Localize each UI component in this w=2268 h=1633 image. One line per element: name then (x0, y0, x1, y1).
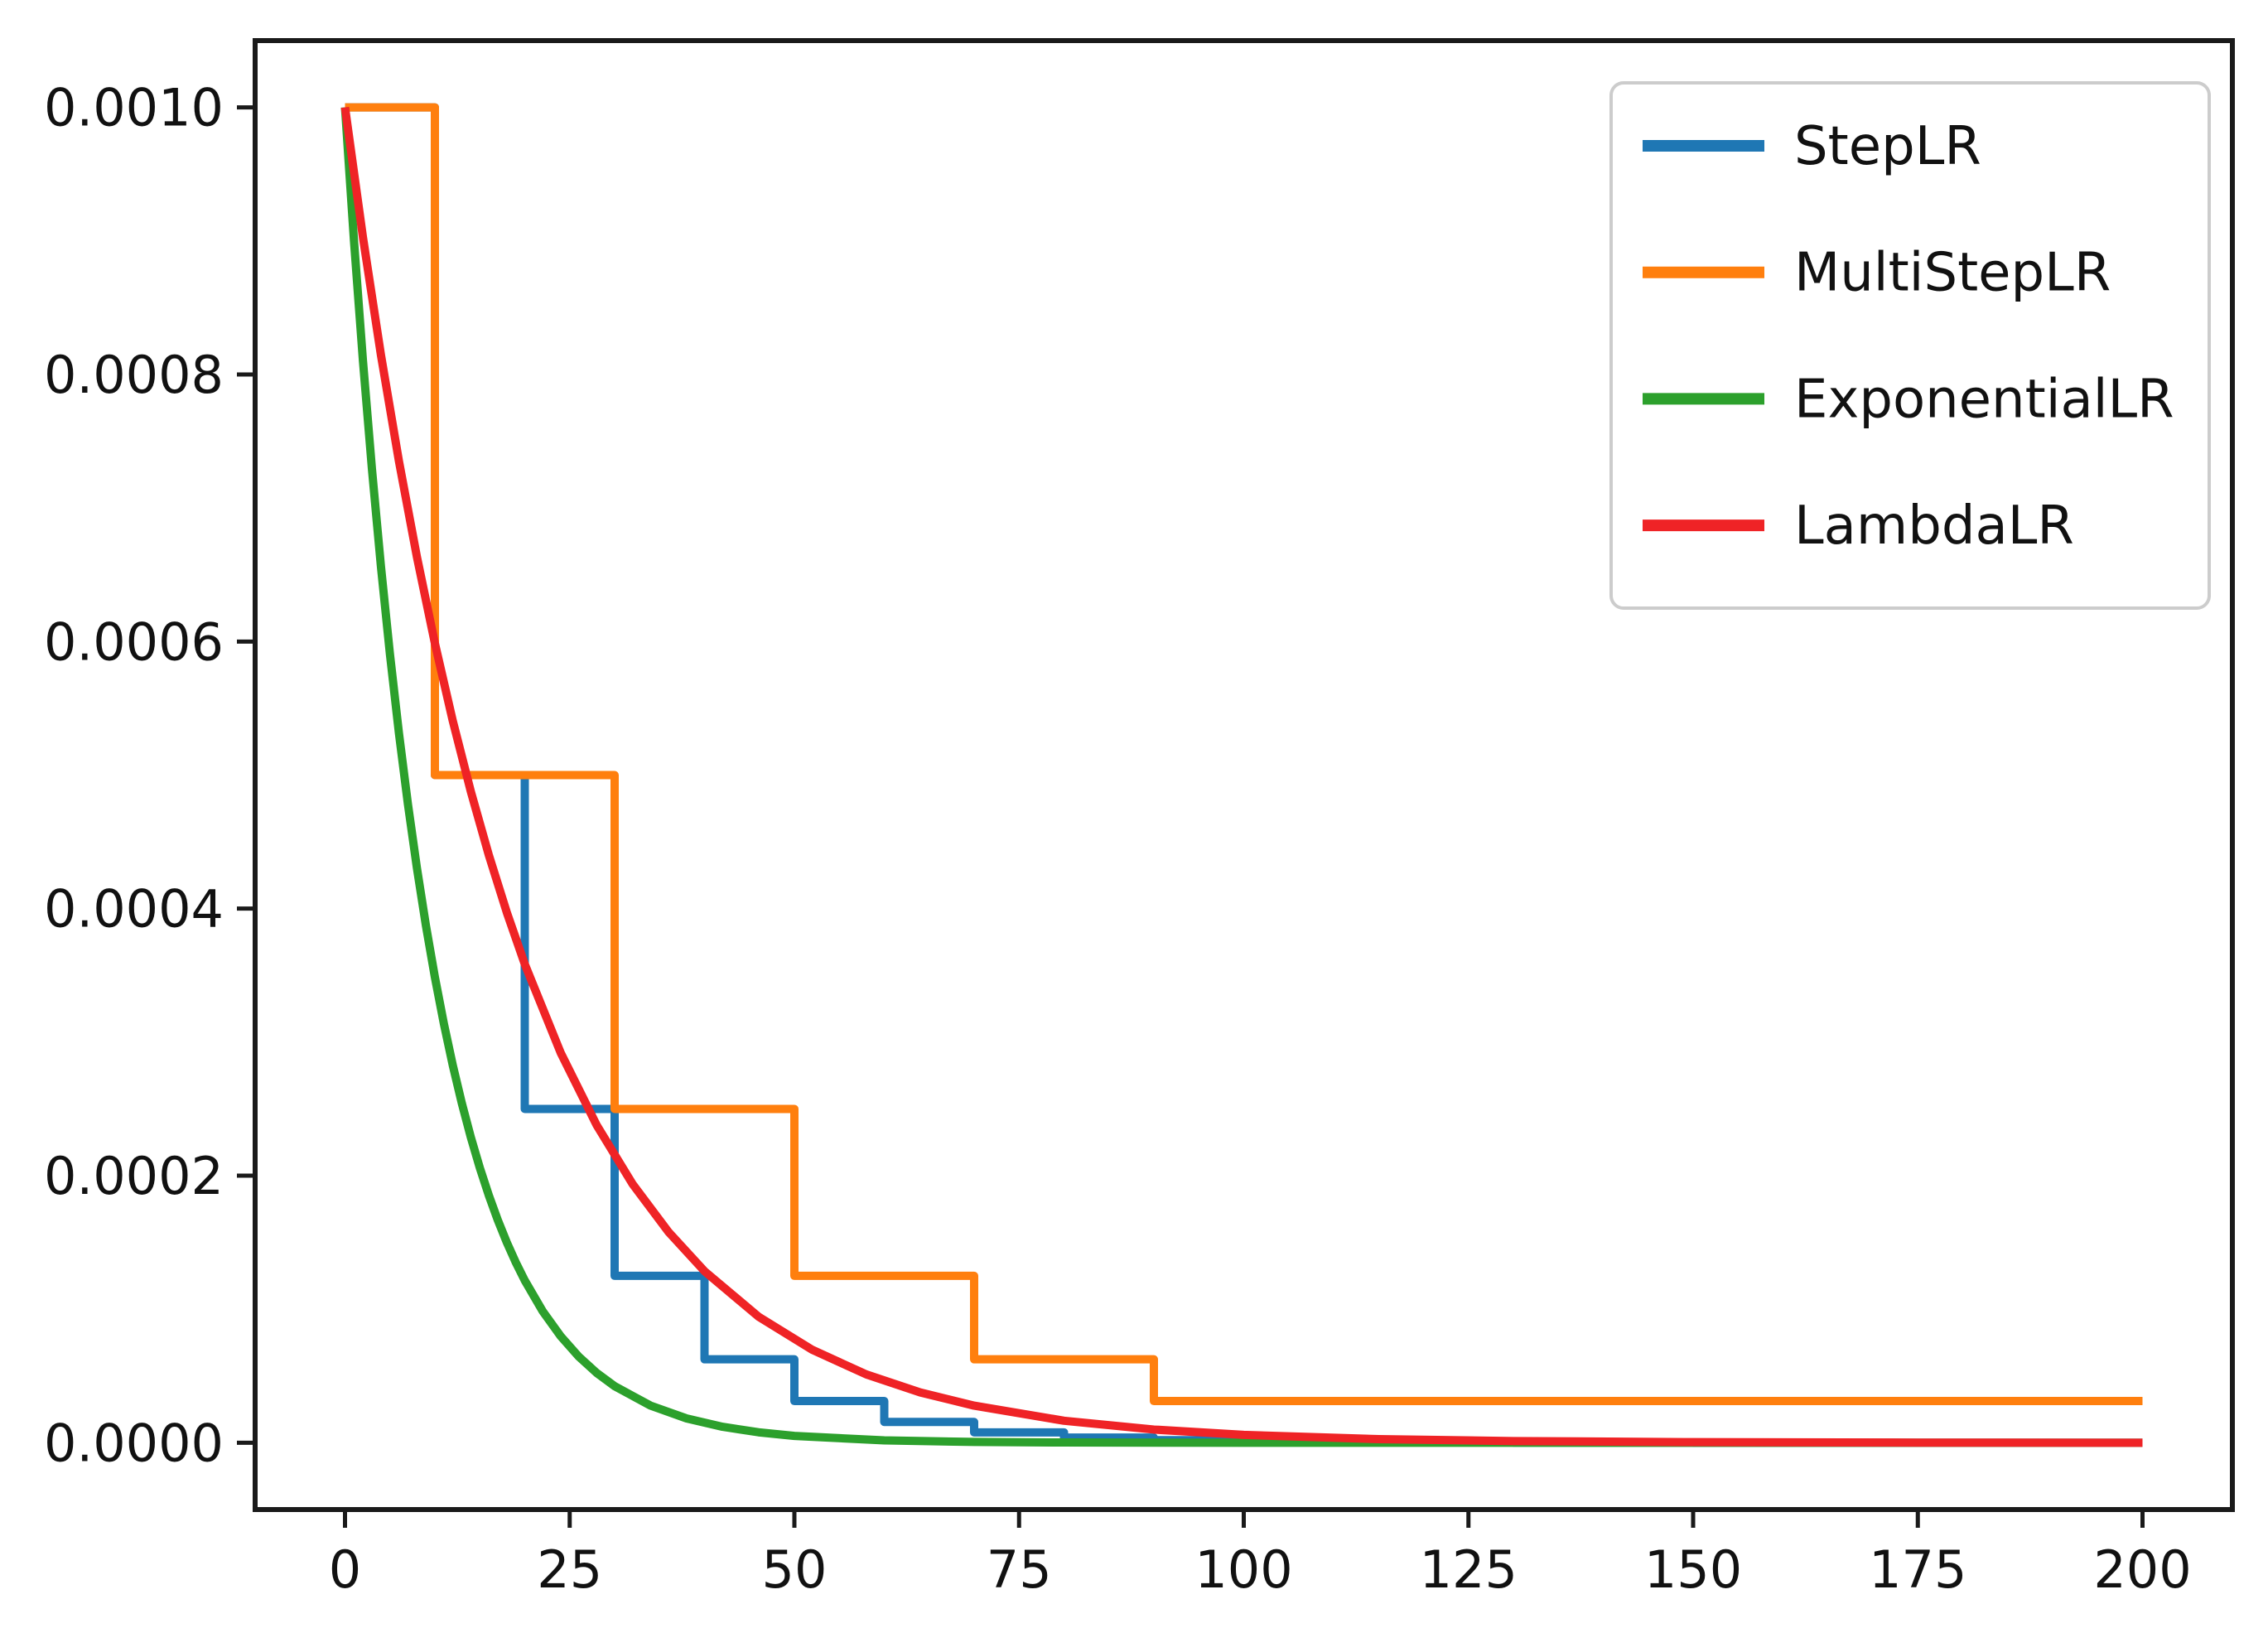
x-tick-label-100: 100 (1194, 1539, 1292, 1600)
x-tick-label-125: 125 (1420, 1539, 1518, 1600)
x-tick-label-25: 25 (537, 1539, 602, 1600)
y-tick-label-0.0004: 0.0004 (44, 879, 224, 940)
y-tick-label-0.0002: 0.0002 (44, 1146, 224, 1206)
legend-label-exponentiallr: ExponentialLR (1794, 369, 2174, 430)
y-tick-label-0.0008: 0.0008 (44, 345, 224, 405)
y-tick-label-0.0006: 0.0006 (44, 611, 224, 672)
x-tick-label-200: 200 (2093, 1539, 2191, 1600)
y-tick-label-0.0010: 0.0010 (44, 78, 224, 138)
y-tick-label-0.0000: 0.0000 (44, 1413, 224, 1473)
x-tick-label-0: 0 (329, 1539, 361, 1600)
x-tick-label-50: 50 (762, 1539, 828, 1600)
x-tick-label-175: 175 (1869, 1539, 1966, 1600)
legend-box (1609, 81, 2211, 610)
x-tick-label-75: 75 (987, 1539, 1052, 1600)
legend-label-steplr: StepLR (1794, 116, 1981, 177)
legend-label-multisteplr: MultiStepLR (1794, 243, 2111, 304)
series-path-multisteplr (345, 103, 2143, 1406)
legend: StepLR MultiStepLR ExponentialLR LambdaLR (1609, 81, 2211, 610)
series-path-lambdalr (340, 106, 2143, 1447)
x-tick-label-150: 150 (1644, 1539, 1742, 1600)
series-path-exponentiallr (340, 107, 2143, 1447)
legend-label-lambdalr: LambdaLR (1794, 495, 2074, 557)
